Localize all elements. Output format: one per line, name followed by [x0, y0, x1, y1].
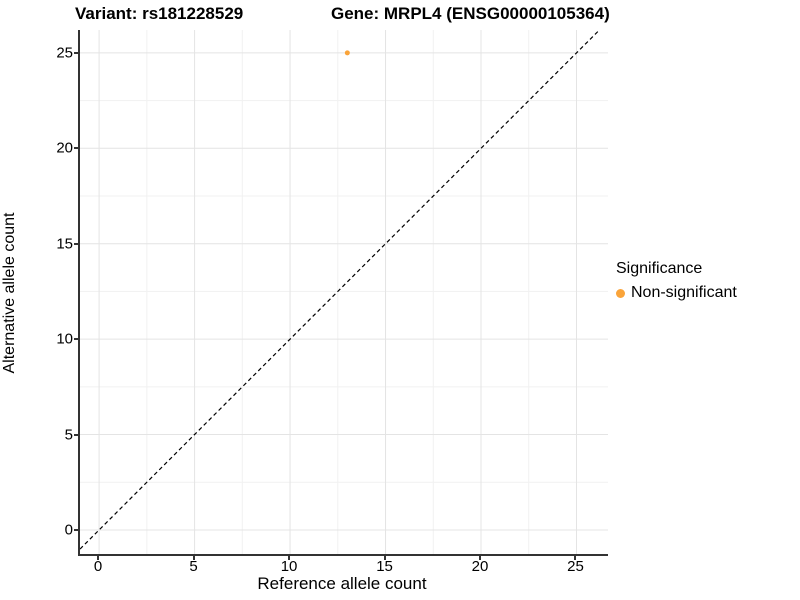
y-tick-mark	[74, 147, 78, 150]
legend-dot-icon	[616, 288, 625, 298]
x-tick-mark	[574, 556, 577, 560]
legend-item: Non-significant	[616, 284, 737, 302]
x-axis-title: Reference allele count	[257, 574, 427, 593]
y-tick-label-column: 0 5 10 15 20 25	[0, 0, 73, 600]
scatter-plot-canvas	[80, 30, 608, 554]
gene-title: Gene: MRPL4 (ENSG00000105364)	[331, 4, 610, 23]
y-tick-label: 0	[64, 521, 73, 539]
x-tick-mark	[192, 556, 195, 560]
x-tick-label: 0	[93, 558, 103, 575]
x-tick-mark	[97, 556, 100, 560]
data-point	[344, 50, 350, 56]
legend: Significance Non-significant	[616, 260, 737, 302]
x-tick-mark	[383, 556, 386, 560]
x-tick-label: 5	[189, 558, 198, 575]
y-tick-mark	[74, 338, 78, 341]
y-tick-label: 5	[64, 426, 73, 444]
y-tick-mark	[74, 433, 78, 436]
y-tick-mark	[74, 528, 78, 531]
y-tick-mark	[74, 242, 78, 245]
y-tick-mark	[74, 51, 78, 54]
plot-title-row: Variant: rs181228529 Gene: MRPL4 (ENSG00…	[0, 4, 800, 26]
y-tick-label: 10	[56, 330, 73, 348]
y-tick-label: 20	[56, 139, 73, 157]
x-tick-label: 25	[567, 558, 584, 575]
x-tick-mark	[288, 556, 291, 560]
plot-panel	[78, 30, 608, 556]
legend-item-label: Non-significant	[631, 284, 737, 301]
x-tick-label: 10	[280, 558, 298, 575]
variant-title: Variant: rs181228529	[75, 4, 244, 23]
identity-dashed-line	[80, 30, 600, 550]
x-tick-label: 20	[471, 558, 489, 575]
y-tick-label: 25	[56, 44, 73, 62]
y-tick-label: 15	[56, 235, 73, 253]
x-tick-label: 15	[376, 558, 393, 575]
legend-title: Significance	[616, 260, 703, 277]
x-tick-mark	[479, 556, 481, 560]
